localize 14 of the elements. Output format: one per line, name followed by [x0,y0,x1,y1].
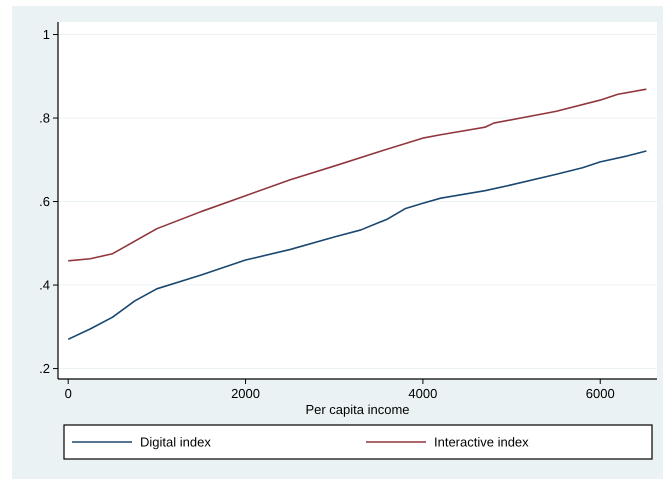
x-tick-label: 2000 [231,386,260,401]
x-axis-title: Per capita income [305,402,410,417]
line-series [67,88,648,262]
y-tick-label: 1 [42,27,50,42]
legend-label: Digital index [140,434,212,450]
legend-label: Interactive index [434,434,530,450]
x-tick-label: 0 [64,386,72,401]
y-tick-label: .6 [39,194,50,210]
x-tick-label: 4000 [408,386,438,401]
x-tick-label: 6000 [586,386,615,401]
line-series [67,150,648,340]
y-tick-label: .4 [39,278,50,293]
y-tick-label: .8 [39,110,50,126]
y-tick-label: .2 [39,361,50,376]
